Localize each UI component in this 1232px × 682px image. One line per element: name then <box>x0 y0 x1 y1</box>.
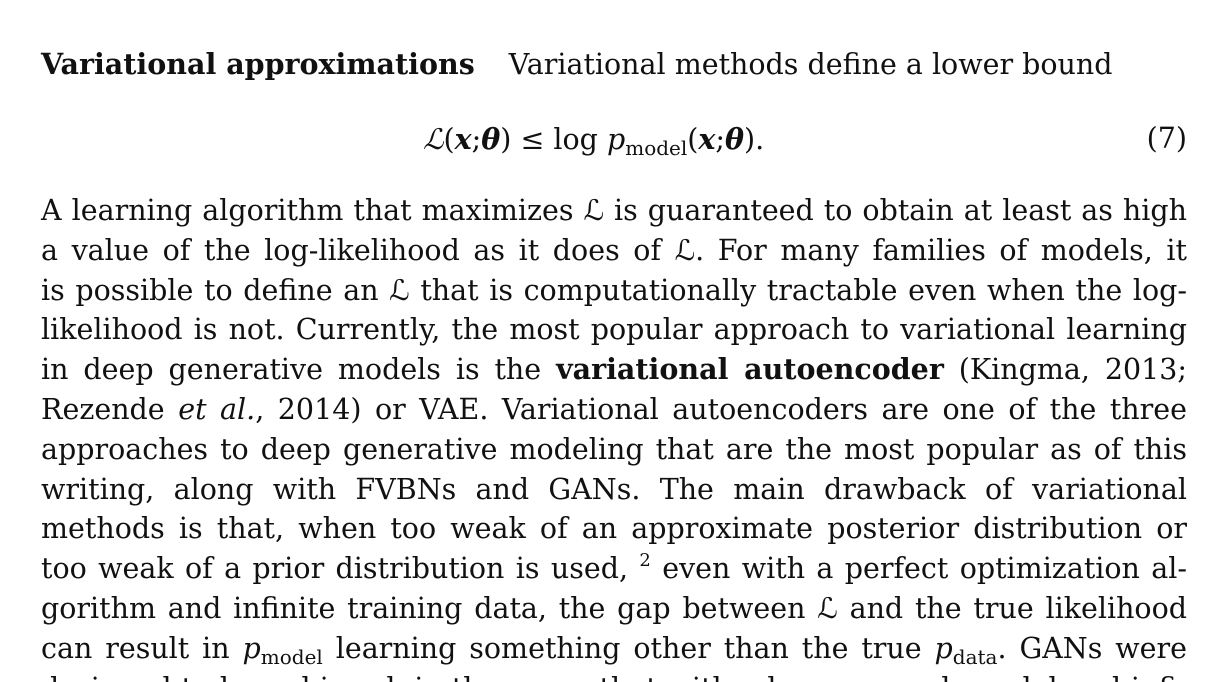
eq-theta-2: θ <box>725 122 745 156</box>
section-heading-line: Variational approximations Variational me… <box>41 44 1187 85</box>
paragraph-line-8: writing, along with FVBNs and GANs. The … <box>41 472 1187 506</box>
paragraph-line-2: a value of the log-likelihood as it does… <box>41 233 1187 267</box>
paragraph-line-9: methods is that, when too weak of an app… <box>41 512 1187 546</box>
eq-open-paren: ( <box>443 123 455 156</box>
section-intro: Variational methods define a lower bound <box>508 48 1113 81</box>
equation-number: (7) <box>1146 122 1187 155</box>
eq-p: p <box>606 123 626 156</box>
eq-relation: ≤ log <box>511 123 607 156</box>
line12-pre: can result in <box>41 631 243 665</box>
equation-body: ℒ(x;θ) ≤ log pmodel(x;θ). <box>423 118 764 169</box>
paragraph-line-11: gorithm and infinite training data, the … <box>41 591 1187 625</box>
footnote-marker[interactable]: 2 <box>639 550 651 572</box>
line5-post: (Kingma, 2013; <box>943 353 1187 387</box>
paragraph-line-10: too weak of a prior distribution is used… <box>41 549 1187 589</box>
eq-close-paren: ) <box>500 123 512 156</box>
eq-semicolon-2: ; <box>715 123 726 156</box>
line5-pre: in deep generative models is the <box>41 353 557 387</box>
p-data-subscript: data <box>952 644 998 669</box>
paragraph-line-3: is possible to define an ℒ that is compu… <box>41 273 1187 307</box>
p-model-subscript: model <box>260 644 323 669</box>
eq-p-subscript: model <box>625 136 688 160</box>
p-model-symbol: p <box>242 631 261 665</box>
eq-close-paren-2: ) <box>744 123 756 156</box>
paragraph-line-12: can result in pmodel learning something … <box>41 629 1187 669</box>
eq-theta: θ <box>481 122 501 156</box>
paragraph-line-1: A learning algorithm that maximizes ℒ is… <box>41 194 1187 227</box>
equation-7: ℒ(x;θ) ≤ log pmodel(x;θ). (7) <box>41 118 1187 160</box>
vae-term: variational autoencoder <box>556 352 944 387</box>
line6-pre: Rezende <box>41 392 179 426</box>
line10-pre: too weak of a prior distribution is used… <box>41 552 640 586</box>
line12-mid: learning something other than the true <box>322 631 935 665</box>
et-al: et al. <box>178 392 256 426</box>
paragraph-line-13: designed to be unbiased, in the sense th… <box>41 669 1187 682</box>
line6-post: , 2014) or VAE. Variational autoencoders… <box>255 392 1187 426</box>
paragraph-line-4: likelihood is not. Currently, the most p… <box>41 313 1187 347</box>
eq-lower-bound-symbol: ℒ <box>423 123 444 156</box>
line12-post: . GANs were <box>997 631 1187 665</box>
paragraph-line-5: in deep generative models is the variati… <box>41 350 1187 390</box>
eq-period: . <box>755 123 765 156</box>
eq-x: x <box>454 122 472 156</box>
eq-open-paren-2: ( <box>687 123 699 156</box>
eq-semicolon: ; <box>471 123 482 156</box>
p-data-symbol: p <box>934 631 953 665</box>
section-heading: Variational approximations <box>41 47 475 81</box>
eq-x-2: x <box>698 122 716 156</box>
paragraph-line-6: Rezende et al., 2014) or VAE. Variationa… <box>41 390 1187 430</box>
body-paragraph: A learning algorithm that maximizes ℒ is… <box>41 191 1187 682</box>
paragraph-line-7: approaches to deep generative modeling t… <box>41 432 1187 466</box>
line10-post: even with a perfect optimization al- <box>650 552 1187 586</box>
